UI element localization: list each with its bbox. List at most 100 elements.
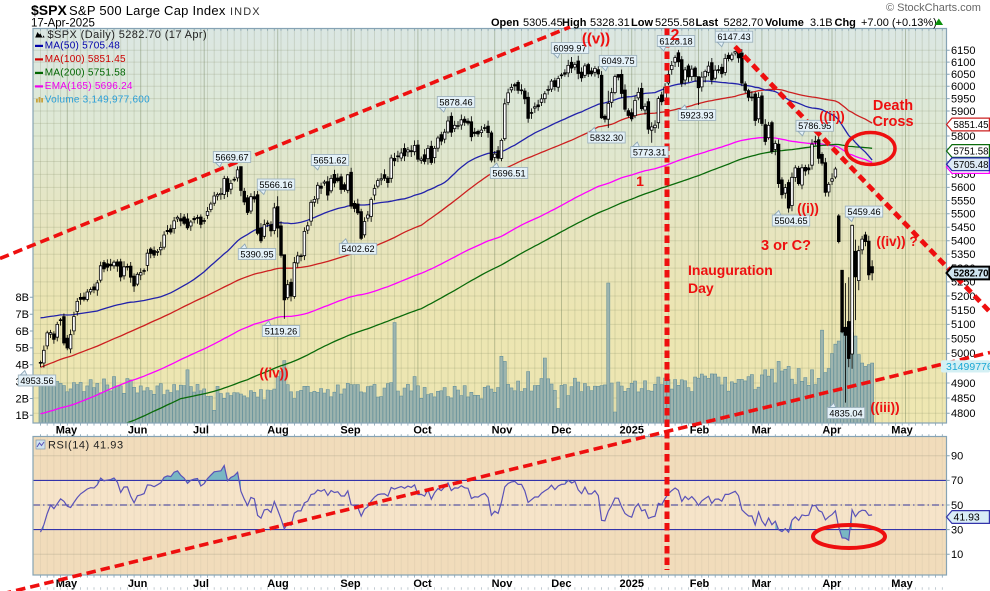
svg-text:Sep: Sep: [340, 425, 360, 437]
svg-text:6100: 6100: [951, 57, 975, 69]
svg-text:8B: 8B: [16, 292, 29, 304]
svg-text:5100: 5100: [951, 319, 975, 331]
svg-text:5119.26: 5119.26: [265, 326, 298, 336]
svg-text:6128.18: 6128.18: [659, 36, 692, 46]
svg-text:© StockCharts.com: © StockCharts.com: [886, 2, 981, 14]
svg-text:Feb: Feb: [690, 425, 710, 437]
svg-text:Day: Day: [688, 280, 714, 296]
svg-text:INDX: INDX: [230, 6, 261, 18]
svg-text:S&P 500 Large Cap Index: S&P 500 Large Cap Index: [69, 3, 226, 18]
svg-text:5390.95: 5390.95: [240, 249, 273, 259]
svg-text:5950: 5950: [951, 93, 975, 105]
svg-text:MA(50) 5705.48: MA(50) 5705.48: [45, 41, 120, 52]
svg-text:Aug: Aug: [267, 578, 288, 590]
svg-text:5500: 5500: [951, 209, 975, 221]
svg-text:4900: 4900: [951, 378, 975, 390]
svg-text:Volume 3,149,977,600: Volume 3,149,977,600: [45, 95, 150, 106]
svg-text:90: 90: [951, 451, 963, 463]
svg-text:50: 50: [951, 500, 963, 512]
svg-text:3.1B: 3.1B: [810, 17, 833, 29]
svg-text:5900: 5900: [951, 106, 975, 118]
svg-text:5305.45: 5305.45: [523, 17, 563, 29]
svg-text:4850: 4850: [951, 393, 975, 405]
svg-text:5282.70: 5282.70: [724, 17, 764, 29]
svg-text:$SPX: $SPX: [31, 2, 67, 18]
svg-text:Volume: Volume: [765, 17, 804, 29]
svg-text:5651.62: 5651.62: [313, 155, 346, 165]
svg-text:RSI(14) 41.93: RSI(14) 41.93: [48, 440, 124, 452]
svg-text:5550: 5550: [951, 195, 975, 207]
svg-text:70: 70: [951, 475, 963, 487]
svg-text:5669.67: 5669.67: [215, 152, 248, 162]
svg-text:Open: Open: [491, 17, 519, 29]
svg-text:Mar: Mar: [752, 425, 772, 437]
svg-text:EMA(165) 5696.24: EMA(165) 5696.24: [45, 81, 133, 92]
svg-text:Death: Death: [873, 98, 913, 114]
svg-text:Chg: Chg: [835, 17, 856, 29]
svg-text:5B: 5B: [16, 343, 29, 355]
svg-text:5751.58: 5751.58: [954, 147, 989, 158]
svg-text:6049.75: 6049.75: [601, 56, 634, 66]
svg-text:$SPX (Daily) 5282.70 (17 Apr): $SPX (Daily) 5282.70 (17 Apr): [48, 29, 208, 41]
svg-text:Jun: Jun: [128, 425, 148, 437]
svg-text:May: May: [891, 425, 913, 437]
svg-text:May: May: [56, 425, 78, 437]
svg-text:17-Apr-2025: 17-Apr-2025: [31, 18, 95, 30]
svg-text:4B: 4B: [16, 360, 29, 372]
svg-text:+7.00 (+0.13%): +7.00 (+0.13%): [861, 17, 937, 29]
svg-text:6050: 6050: [951, 69, 975, 81]
svg-text:((iv)): ((iv)): [259, 366, 288, 381]
svg-text:5450: 5450: [951, 222, 975, 234]
svg-text:5050: 5050: [951, 334, 975, 346]
svg-text:Last: Last: [696, 17, 719, 29]
svg-text:5705.48: 5705.48: [954, 160, 989, 171]
svg-text:5800: 5800: [951, 131, 975, 143]
svg-text:5832.30: 5832.30: [590, 133, 623, 143]
svg-text:Oct: Oct: [413, 425, 432, 437]
svg-text:5328.31: 5328.31: [590, 17, 630, 29]
svg-text:2025: 2025: [620, 425, 644, 437]
svg-text:2025: 2025: [620, 578, 644, 590]
svg-text:Sep: Sep: [340, 578, 360, 590]
svg-text:5282.70: 5282.70: [954, 268, 989, 280]
svg-text:((v)): ((v)): [582, 31, 610, 48]
svg-text:6099.97: 6099.97: [553, 43, 586, 53]
svg-text:6B: 6B: [16, 326, 29, 338]
svg-text:4953.56: 4953.56: [20, 376, 53, 386]
svg-text:2: 2: [671, 27, 680, 44]
svg-text:May: May: [891, 578, 913, 590]
svg-text:((iii)): ((iii)): [870, 400, 899, 415]
svg-text:10: 10: [951, 549, 963, 561]
svg-text:5459.46: 5459.46: [847, 207, 880, 217]
svg-text:5400: 5400: [951, 236, 975, 248]
svg-text:Feb: Feb: [690, 578, 710, 590]
svg-text:Mar: Mar: [752, 578, 772, 590]
svg-text:((ii)): ((ii)): [819, 109, 844, 124]
svg-text:Nov: Nov: [492, 578, 514, 590]
svg-text:3 or C?: 3 or C?: [761, 238, 811, 254]
svg-text:7B: 7B: [16, 309, 29, 321]
svg-text:5504.65: 5504.65: [774, 216, 807, 226]
svg-text:Inauguration: Inauguration: [688, 262, 773, 278]
svg-text:((i)): ((i)): [797, 201, 819, 216]
svg-text:4835.04: 4835.04: [829, 408, 862, 418]
svg-text:6000: 6000: [951, 81, 975, 93]
svg-text:5255.58: 5255.58: [655, 17, 695, 29]
svg-text:5923.93: 5923.93: [680, 110, 713, 120]
svg-text:1: 1: [636, 173, 644, 189]
svg-text:5786.95: 5786.95: [798, 121, 831, 131]
svg-text:MA(200) 5751.58: MA(200) 5751.58: [45, 68, 126, 79]
svg-text:2B: 2B: [16, 393, 29, 405]
svg-text:Jun: Jun: [128, 578, 148, 590]
svg-text:5851.45: 5851.45: [954, 120, 989, 131]
svg-text:5773.31: 5773.31: [633, 147, 666, 157]
svg-text:5150: 5150: [951, 305, 975, 317]
svg-text:High: High: [562, 17, 587, 29]
svg-text:1B: 1B: [16, 410, 29, 422]
svg-text:Jul: Jul: [193, 425, 209, 437]
svg-text:5878.46: 5878.46: [439, 97, 472, 107]
svg-text:5566.16: 5566.16: [259, 180, 292, 190]
svg-text:5200: 5200: [951, 291, 975, 303]
svg-text:((iv)) ?: ((iv)) ?: [876, 234, 917, 249]
svg-text:5000: 5000: [951, 348, 975, 360]
